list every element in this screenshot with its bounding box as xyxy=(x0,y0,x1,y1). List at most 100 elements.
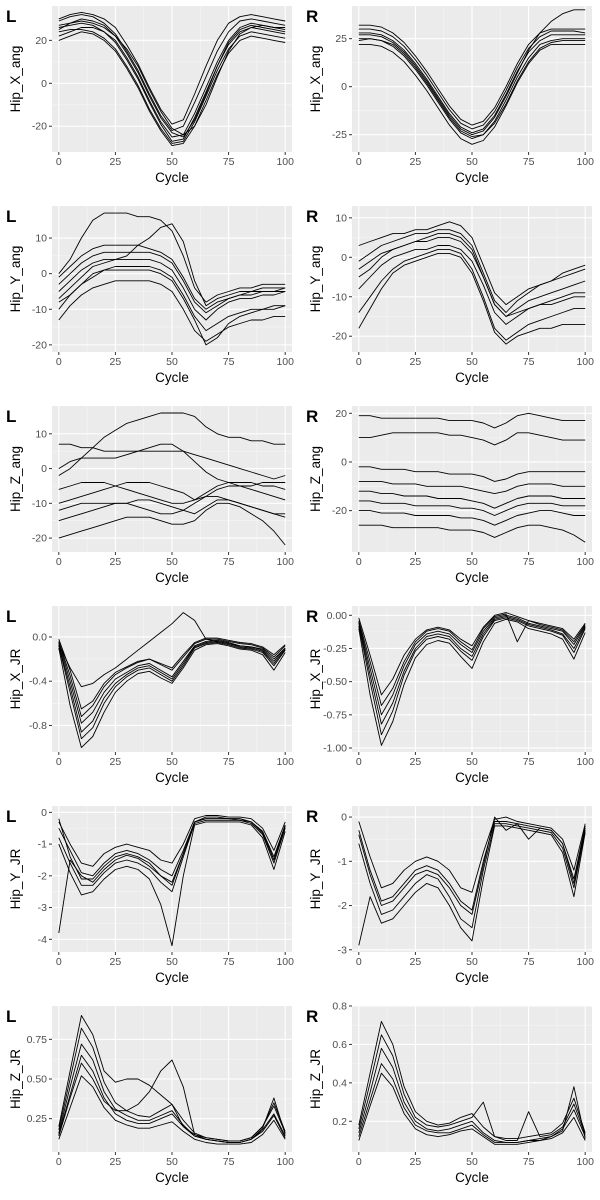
x-tick-label: 0 xyxy=(356,556,362,568)
x-tick-label: 50 xyxy=(166,1156,178,1168)
series-line-2 xyxy=(58,412,286,476)
series-line-3 xyxy=(58,1075,286,1145)
series-line-3 xyxy=(358,1072,586,1145)
y-axis-title: Hip_X_ang xyxy=(308,46,323,113)
x-axis-title: Cycle xyxy=(455,770,489,785)
panel-letter: L xyxy=(6,607,16,626)
y-tick-label: 10 xyxy=(35,428,47,440)
y-tick-label: -3 xyxy=(338,944,347,956)
x-tick-label: 0 xyxy=(56,756,62,768)
series-line-4 xyxy=(58,821,286,947)
x-axis-title: Cycle xyxy=(455,170,489,185)
y-tick-label: -2 xyxy=(338,900,347,912)
series-line-6 xyxy=(358,616,586,725)
y-tick-label: 20 xyxy=(335,408,347,420)
y-axis-title: Hip_Y_ang xyxy=(308,246,323,313)
x-tick-label: 25 xyxy=(110,1156,122,1168)
x-tick-label: 100 xyxy=(276,1156,294,1168)
y-tick-label: 0.00 xyxy=(327,610,348,622)
series-line-3 xyxy=(358,612,586,696)
series-line-8 xyxy=(58,20,286,136)
x-axis-title: Cycle xyxy=(455,970,489,985)
x-tick-label: 100 xyxy=(576,556,594,568)
x-tick-label: 75 xyxy=(223,156,235,168)
y-tick-label: -20 xyxy=(332,331,347,343)
series-line-3 xyxy=(358,466,586,482)
y-tick-label: 0.50 xyxy=(27,1074,48,1086)
series-line-3 xyxy=(58,482,286,504)
x-tick-label: 25 xyxy=(110,356,122,368)
series-line-3 xyxy=(58,212,286,303)
series-line-2 xyxy=(358,617,586,736)
x-tick-label: 0 xyxy=(56,356,62,368)
series-line-1 xyxy=(358,1047,586,1143)
series-line-6 xyxy=(358,252,586,345)
series-line-4 xyxy=(58,643,286,749)
series-line-6 xyxy=(358,9,586,136)
panel-6: 0 25 50 75 100 -20 0 20 Cycle Hip_Z_ang R xyxy=(306,406,594,585)
series-line-7 xyxy=(58,640,286,733)
series-line-2 xyxy=(58,27,286,142)
series-line-8 xyxy=(358,480,586,495)
series-line-5 xyxy=(358,613,586,706)
series-line-5 xyxy=(58,11,286,125)
y-tick-label: -10 xyxy=(32,498,47,510)
x-tick-label: 25 xyxy=(410,156,422,168)
y-axis-title: Hip_Y_JR xyxy=(8,848,23,909)
y-tick-label: -2 xyxy=(38,870,47,882)
series-line-4 xyxy=(58,29,286,144)
x-tick-label: 0 xyxy=(356,356,362,368)
series-line-2 xyxy=(358,38,586,140)
series-line-3 xyxy=(358,816,586,893)
y-tick-label: 0 xyxy=(341,252,347,264)
x-tick-label: 100 xyxy=(276,356,294,368)
x-axis-title: Cycle xyxy=(455,570,489,585)
y-axis-title: Hip_Y_JR xyxy=(308,848,323,909)
y-tick-label: -0.75 xyxy=(323,709,347,721)
series-line-5 xyxy=(58,280,286,342)
panel-letter: R xyxy=(306,807,318,826)
y-tick-label: 0.6 xyxy=(332,1039,347,1051)
x-axis-title: Cycle xyxy=(155,1170,189,1185)
y-tick-label: -4 xyxy=(38,934,47,946)
panel-12: 0 25 50 75 100 0.2 0.4 0.6 0.8 Cycle Hip_Z_JR R xyxy=(306,1001,594,1186)
y-tick-label: 0 xyxy=(41,807,47,819)
panel-3: 0 25 50 75 100 -20 -10 0 10 Cycle Hip_Y_ang L xyxy=(6,206,294,385)
y-axis-title: Hip_Z_ang xyxy=(308,446,323,512)
series-line-5 xyxy=(58,637,286,718)
y-tick-label: 10 xyxy=(35,233,47,245)
y-tick-label: -1 xyxy=(338,856,347,868)
x-axis-title: Cycle xyxy=(455,1170,489,1185)
x-tick-label: 25 xyxy=(410,356,422,368)
x-axis-title: Cycle xyxy=(155,170,189,185)
series-line-3 xyxy=(58,638,286,710)
series-line-6 xyxy=(58,1043,286,1143)
y-tick-label: -1 xyxy=(38,839,47,851)
x-tick-label: 75 xyxy=(523,1156,535,1168)
y-tick-label: 10 xyxy=(335,212,347,224)
panel-letter: L xyxy=(6,7,16,26)
x-tick-label: 100 xyxy=(276,956,294,968)
x-tick-label: 50 xyxy=(166,956,178,968)
x-axis-title: Cycle xyxy=(155,970,189,985)
x-tick-label: 75 xyxy=(523,556,535,568)
x-tick-label: 0 xyxy=(56,156,62,168)
series-line-4 xyxy=(358,618,586,746)
panel-9: 0 25 50 75 100 -4 -3 -2 -1 0 Cycle Hip_Y_JR L xyxy=(6,806,294,985)
series-line-4 xyxy=(358,825,586,946)
panel-letter: L xyxy=(6,1007,16,1026)
x-tick-label: 25 xyxy=(410,556,422,568)
y-tick-label: 0 xyxy=(341,812,347,824)
panel-letter: R xyxy=(306,607,318,626)
series-line-2 xyxy=(358,823,586,929)
y-tick-label: 0 xyxy=(341,456,347,468)
series-line-7 xyxy=(58,482,286,504)
x-tick-label: 50 xyxy=(466,156,478,168)
panel-letter: R xyxy=(306,1007,318,1026)
y-tick-label: -10 xyxy=(332,291,347,303)
series-line-1 xyxy=(58,258,286,321)
panel-5: 0 25 50 75 100 -20 -10 0 10 Cycle Hip_Z_ang L xyxy=(6,406,294,585)
y-tick-label: -20 xyxy=(32,533,47,545)
x-tick-label: 100 xyxy=(576,1156,594,1168)
